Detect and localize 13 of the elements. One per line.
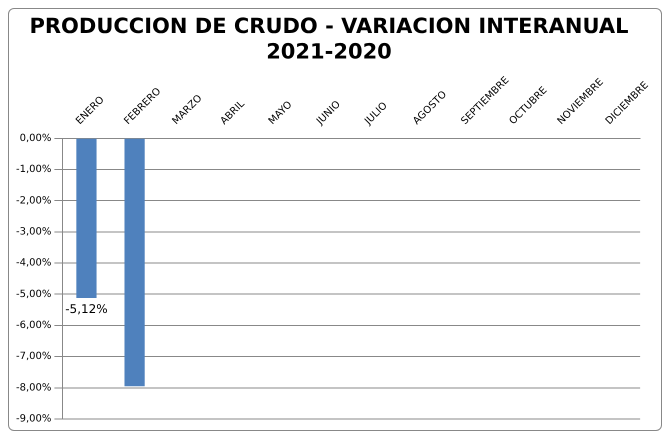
y-tick-label: -1,00% [16, 164, 52, 176]
y-tick-label: -5,00% [16, 288, 52, 300]
text: 2021-2020 [266, 39, 392, 64]
y-tick-label: -2,00% [16, 195, 52, 206]
y-tick-label: -8,00% [16, 382, 52, 394]
y-tick-label: -9,00% [16, 414, 52, 425]
data-label: -5,12% [65, 302, 108, 316]
y-tick-label: -4,00% [16, 258, 52, 269]
text: PRODUCCION DE CRUDO - VARIACION INTERANUAL [30, 14, 628, 38]
y-tick-label: 0,00% [20, 132, 52, 144]
y-tick-label: -3,00% [16, 226, 52, 238]
y-tick-label: -6,00% [16, 320, 52, 332]
y-tick-label: -7,00% [16, 351, 52, 362]
